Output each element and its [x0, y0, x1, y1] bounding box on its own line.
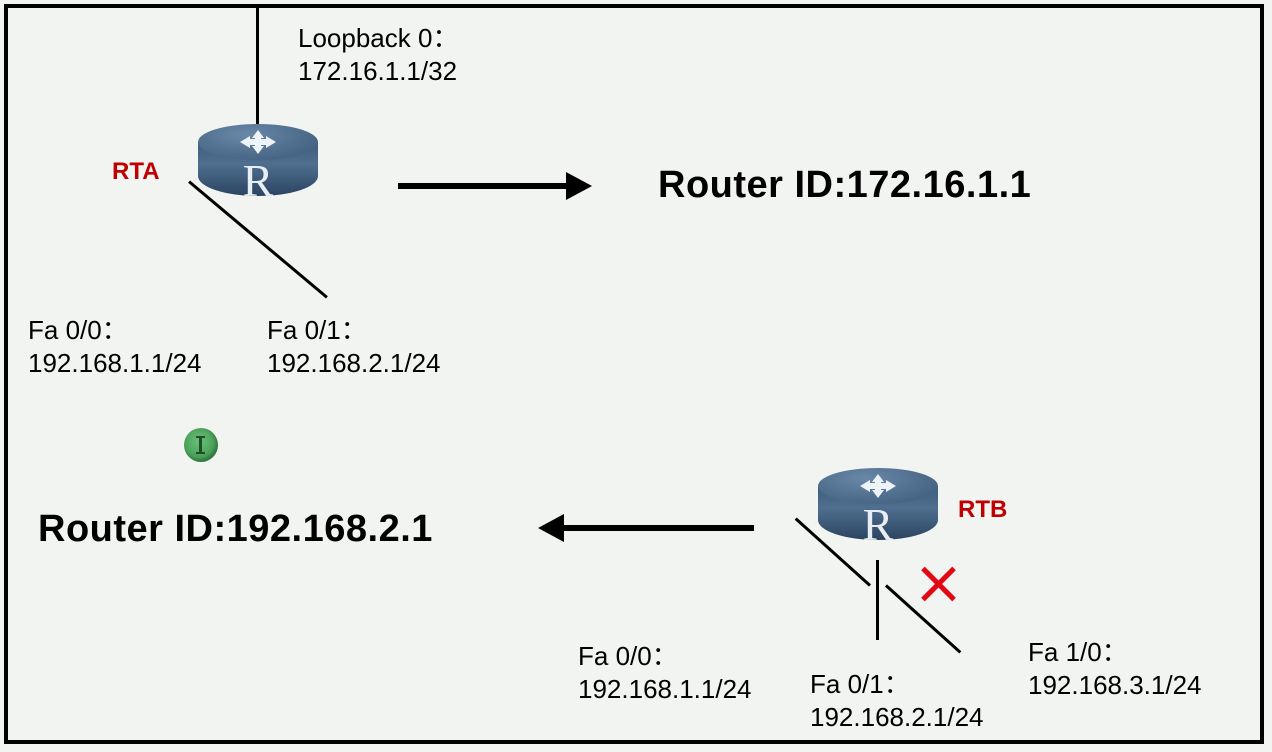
router-rta-icon: R — [198, 124, 318, 214]
rtb-fa01-label: Fa 0/1： 192.168.2.1/24 — [810, 668, 984, 733]
rtb-fa01-link — [876, 560, 879, 640]
rtb-name: RTB — [958, 496, 1007, 524]
rta-loopback-line2: 172.16.1.1/32 — [298, 56, 457, 86]
rtb-fa10-line2: 192.168.3.1/24 — [1028, 670, 1202, 700]
rtb-fa10-line1: Fa 1/0： — [1028, 637, 1128, 667]
rta-fa01-line2: 192.168.2.1/24 — [267, 348, 441, 378]
rtb-fa10-label: Fa 1/0： 192.168.3.1/24 — [1028, 636, 1202, 701]
rtb-fa10-down-icon — [918, 564, 958, 604]
rta-name: RTA — [112, 158, 160, 186]
rta-loopback-label: Loopback 0： 172.16.1.1/32 — [298, 22, 458, 87]
rta-router-id: Router ID:172.16.1.1 — [658, 164, 1031, 207]
rtb-fa01-line1: Fa 0/1： — [810, 669, 910, 699]
rtb-router-id: Router ID:192.168.2.1 — [38, 508, 433, 551]
rta-fa00-label: Fa 0/0： 192.168.1.1/24 — [28, 314, 202, 379]
rta-arrow-head — [566, 172, 592, 200]
rtb-fa01-line2: 192.168.2.1/24 — [810, 702, 984, 732]
rta-arrow-shaft — [398, 183, 568, 189]
rtb-fa00-line1: Fa 0/0： — [578, 641, 678, 671]
router-rtb-icon: R — [818, 468, 938, 558]
rtb-fa00-label: Fa 0/0： 192.168.1.1/24 — [578, 640, 752, 705]
rtb-arrow-shaft — [564, 525, 754, 531]
rta-fa01-line1: Fa 0/1： — [267, 315, 367, 345]
rtb-arrow-head — [538, 514, 564, 542]
rtb-fa00-line2: 192.168.1.1/24 — [578, 674, 752, 704]
rta-fa01-link — [257, 238, 328, 298]
rta-fa00-line1: Fa 0/0： — [28, 315, 128, 345]
diagram-frame: Loopback 0： 172.16.1.1/32 RTA R Fa 0/0： … — [4, 4, 1264, 744]
rta-loopback-line1: Loopback 0： — [298, 23, 458, 53]
rta-fa00-line2: 192.168.1.1/24 — [28, 348, 202, 378]
cursor-indicator-icon — [184, 428, 218, 462]
rta-fa01-label: Fa 0/1： 192.168.2.1/24 — [267, 314, 441, 379]
rta-loopback-link — [256, 8, 259, 126]
